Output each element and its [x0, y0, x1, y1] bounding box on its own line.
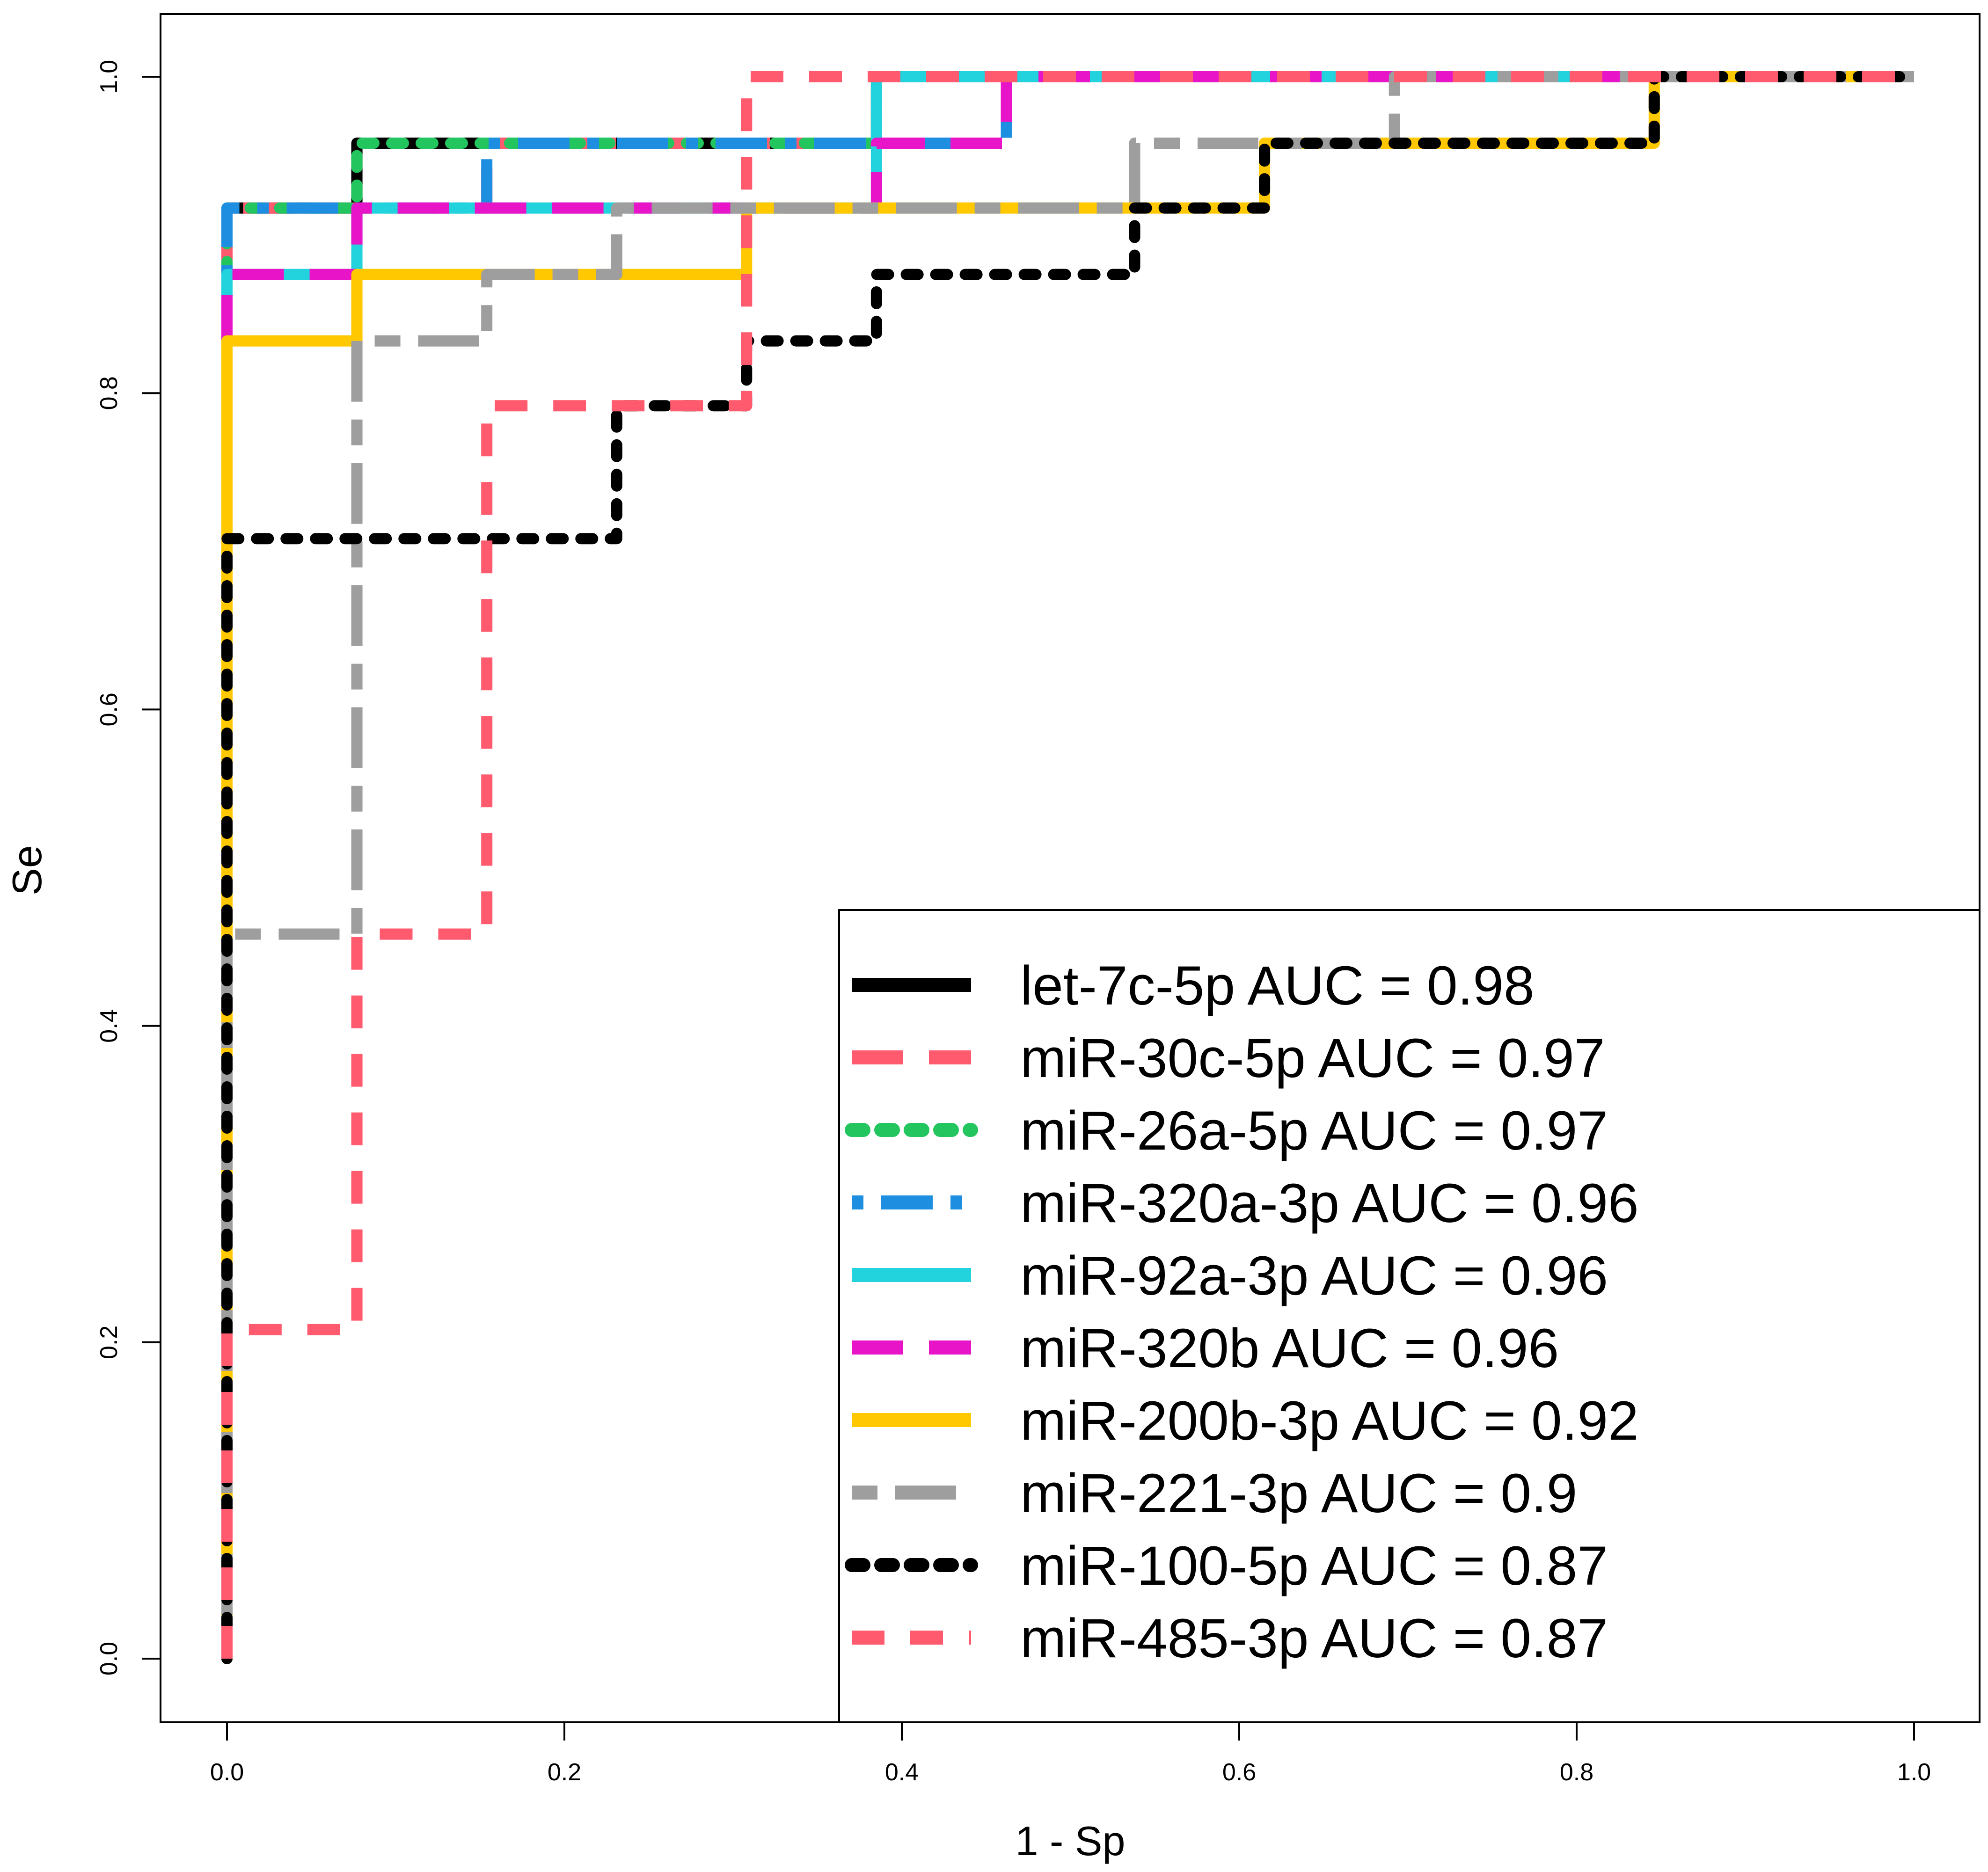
y-tick-label: 0.4: [95, 1009, 123, 1042]
y-tick-label: 0.8: [95, 376, 123, 410]
x-axis-title: 1 - Sp: [1016, 1818, 1126, 1864]
legend-label-5: miR-92a-3p AUC = 0.96: [1020, 1245, 1608, 1307]
y-tick-label: 0.2: [95, 1326, 123, 1359]
legend-label-4: miR-320a-3p AUC = 0.96: [1020, 1173, 1639, 1234]
x-tick-label: 0.8: [1560, 1759, 1593, 1786]
y-tick-label: 1.0: [95, 60, 123, 94]
legend-label-9: miR-100-5p AUC = 0.87: [1020, 1535, 1608, 1597]
legend-label-2: miR-30c-5p AUC = 0.97: [1020, 1027, 1605, 1089]
series-line-9: [221, 71, 1920, 1664]
series-lines: [221, 71, 1920, 1664]
x-tick-label: 1.0: [1897, 1759, 1931, 1786]
legend-label-3: miR-26a-5p AUC = 0.97: [1020, 1100, 1608, 1162]
legend-box: [838, 909, 1981, 1723]
x-tick-label: 0.6: [1222, 1759, 1256, 1786]
legend-label-6: miR-320b AUC = 0.96: [1020, 1318, 1559, 1379]
x-tick-label: 0.4: [885, 1759, 919, 1786]
y-tick-label: 0.6: [95, 692, 123, 726]
y-axis-title: Se: [4, 845, 50, 896]
series-line-10: [221, 71, 1914, 1659]
series-line-8: [221, 71, 1914, 1659]
y-tick-label: 0.0: [95, 1642, 123, 1675]
legend-label-7: miR-200b-3p AUC = 0.92: [1020, 1390, 1639, 1452]
legend-label-8: miR-221-3p AUC = 0.9: [1020, 1463, 1577, 1524]
series-line-4: [221, 71, 1914, 1659]
legend: let-7c-5p AUC = 0.98 miR-30c-5p AUC = 0.9…: [838, 909, 1981, 1723]
x-tick-label: 0.2: [548, 1759, 581, 1786]
x-tick-label: 0.0: [210, 1759, 244, 1786]
legend-label-1: let-7c-5p AUC = 0.98: [1020, 955, 1535, 1017]
legend-label-10: miR-485-3p AUC = 0.87: [1020, 1608, 1608, 1669]
